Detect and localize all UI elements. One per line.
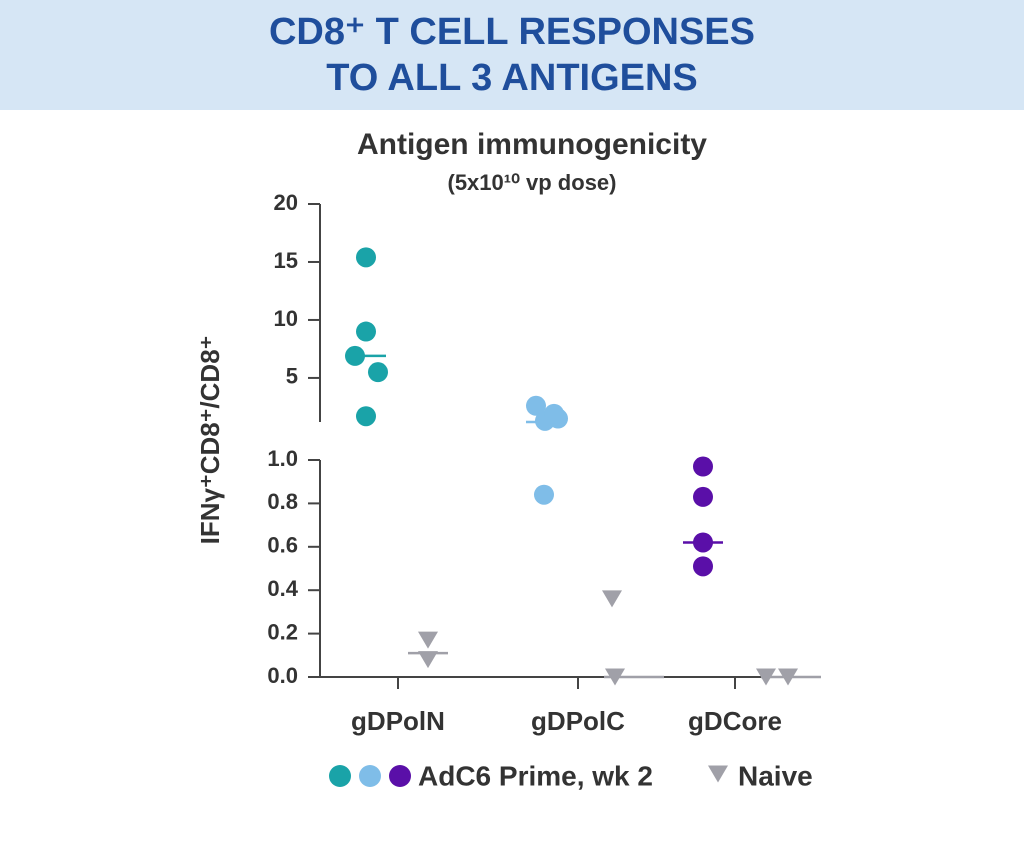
- data-point: [356, 406, 376, 427]
- legend-swatch: [708, 765, 728, 783]
- legend-label: AdC6 Prime, wk 2: [418, 760, 653, 791]
- banner-line: TO ALL 3 ANTIGENS: [326, 57, 698, 99]
- banner-line: CD8⁺ T CELL RESPONSES: [269, 11, 755, 53]
- y-tick-label: 15: [274, 248, 298, 273]
- data-point: [544, 403, 564, 424]
- legend-swatch: [389, 765, 411, 787]
- y-tick-label: 0.2: [267, 619, 298, 644]
- y-tick-label: 20: [274, 190, 298, 215]
- y-tick-label: 0.8: [267, 489, 298, 514]
- data-point: [368, 362, 388, 383]
- y-tick-label: 0.4: [267, 576, 298, 601]
- data-point: [693, 486, 713, 507]
- y-tick-label: 0.0: [267, 663, 298, 688]
- data-point: [693, 456, 713, 477]
- data-point: [534, 484, 554, 505]
- x-tick-label: gDPolN: [351, 706, 445, 736]
- x-tick-label: gDPolC: [531, 706, 625, 736]
- data-point: [778, 668, 798, 686]
- chart-subtitle: (5x10¹⁰ vp dose): [448, 170, 617, 195]
- data-point: [693, 532, 713, 553]
- data-point: [345, 345, 365, 366]
- legend-label: Naive: [738, 760, 813, 791]
- data-point: [418, 631, 438, 649]
- data-point: [756, 668, 776, 686]
- data-point: [356, 321, 376, 342]
- data-point: [526, 395, 546, 416]
- y-tick-label: 0.6: [267, 533, 298, 558]
- legend-swatch: [359, 765, 381, 787]
- legend-swatch: [329, 765, 351, 787]
- y-axis-label: IFNγ⁺CD8⁺/CD8⁺: [195, 336, 225, 545]
- y-tick-label: 10: [274, 306, 298, 331]
- data-point: [693, 556, 713, 577]
- data-point: [356, 247, 376, 268]
- data-point: [605, 668, 625, 686]
- data-point: [418, 651, 438, 669]
- y-tick-label: 1.0: [267, 446, 298, 471]
- banner: [0, 0, 1024, 110]
- x-tick-label: gDCore: [688, 706, 782, 736]
- y-tick-label: 5: [286, 364, 298, 389]
- data-point: [602, 590, 622, 608]
- chart-title: Antigen immunogenicity: [357, 128, 707, 161]
